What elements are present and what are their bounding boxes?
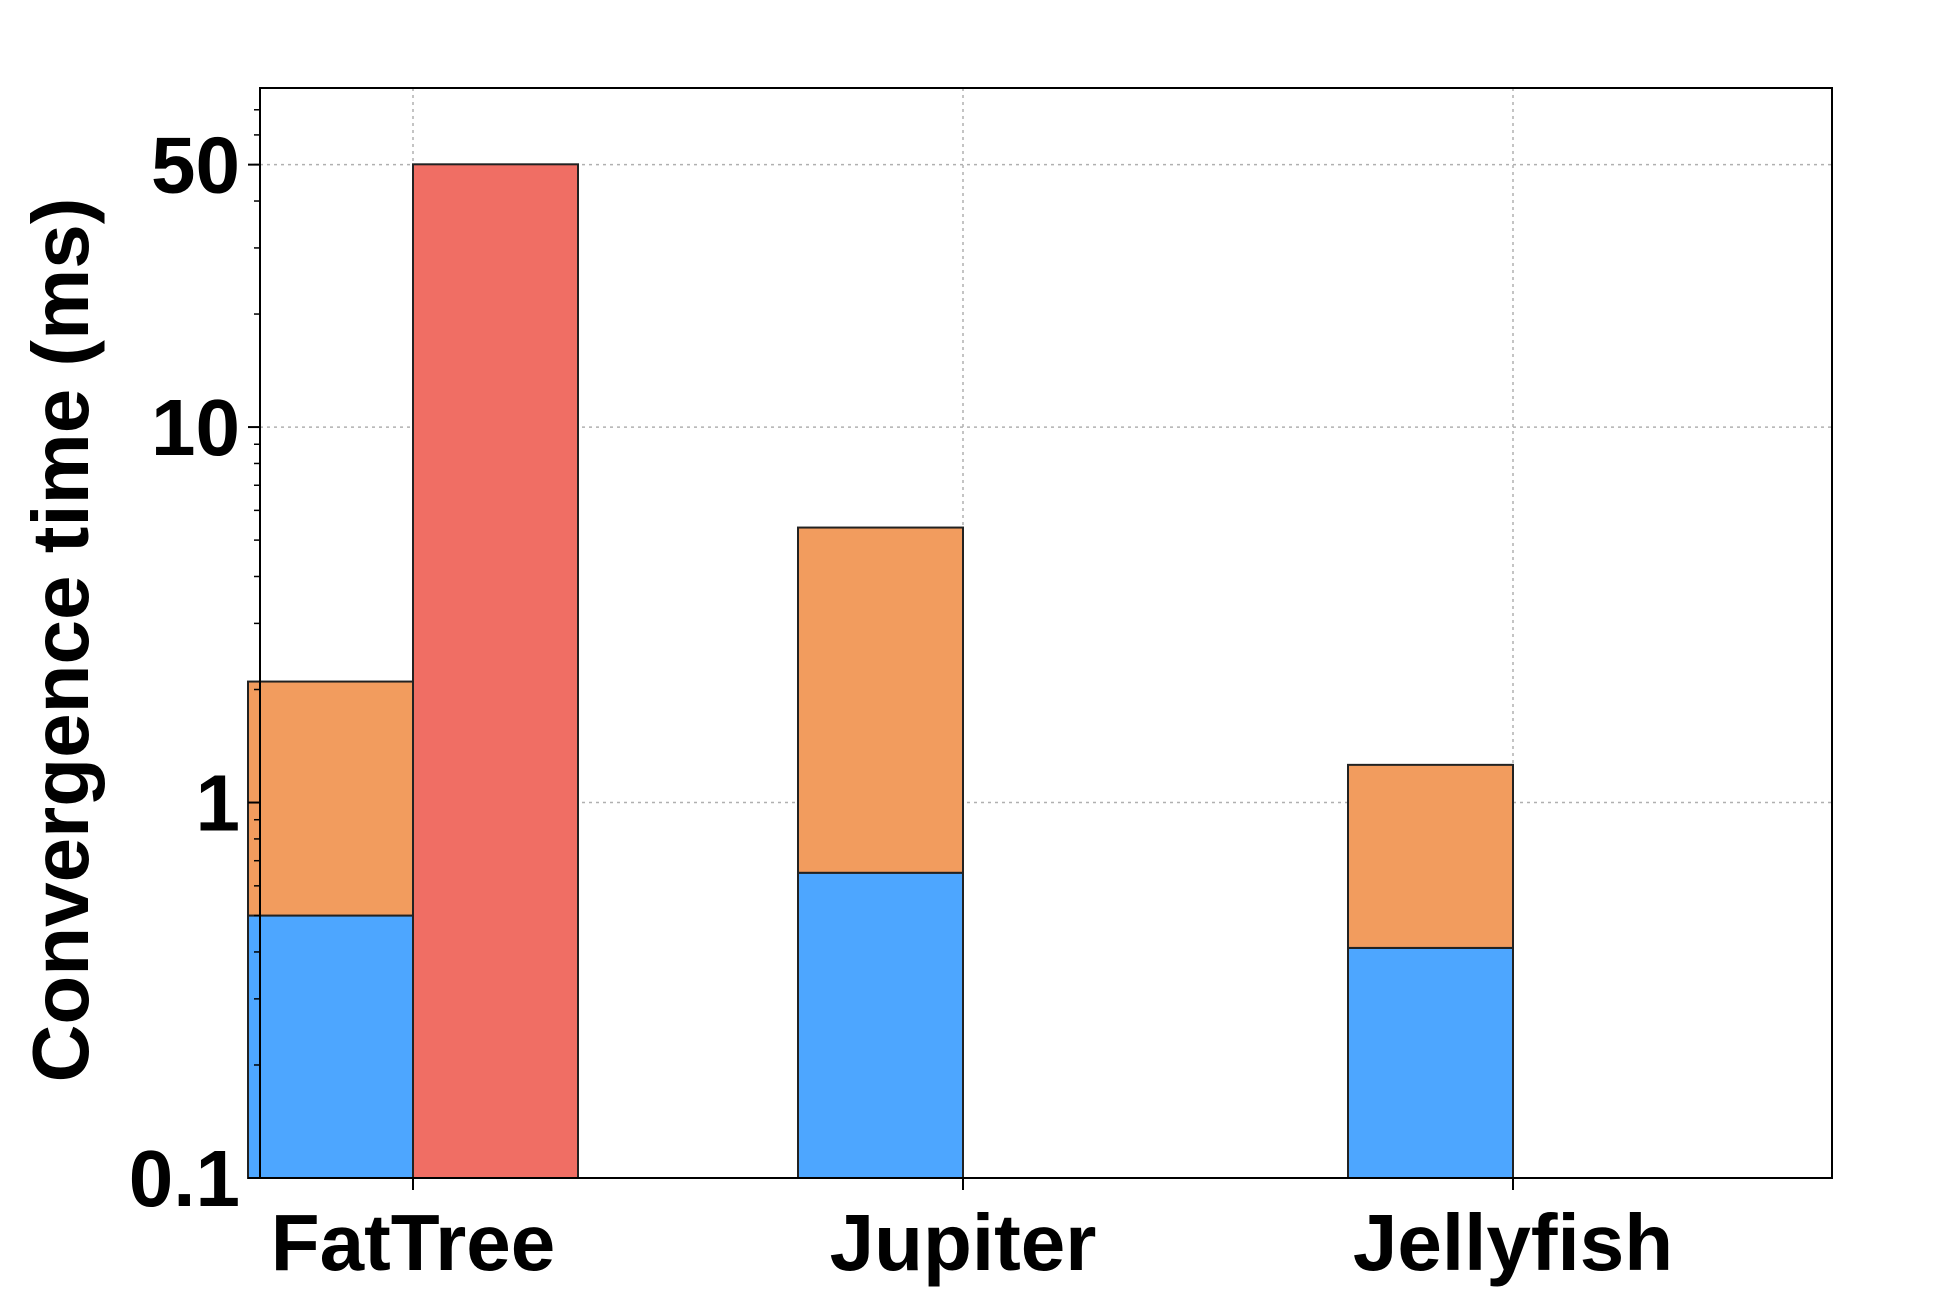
bar-segment bbox=[412, 163, 579, 1180]
y-tick-label: 10 bbox=[151, 383, 240, 472]
y-axis-title: Convergence time (ms) bbox=[16, 198, 105, 1083]
x-tick-label: FatTree bbox=[271, 1198, 556, 1287]
y-tick-label: 1 bbox=[196, 759, 241, 848]
y-tick-label: 0.1 bbox=[129, 1134, 240, 1223]
bar-segment bbox=[247, 914, 414, 1179]
bar-segment bbox=[797, 871, 964, 1179]
bar-segment bbox=[797, 526, 964, 874]
plot-frame bbox=[259, 87, 1833, 1179]
axes-layer bbox=[248, 87, 1833, 1190]
bar-segment bbox=[1347, 763, 1514, 949]
bar-segment bbox=[1347, 946, 1514, 1179]
x-tick-label: Jupiter bbox=[830, 1198, 1097, 1287]
bar-segment bbox=[247, 680, 414, 917]
labels-layer: 0.1 1 10 50 FatTree Jupiter Jellyfish bbox=[129, 121, 1673, 1287]
x-tick-label: Jellyfish bbox=[1353, 1198, 1673, 1287]
bars-layer bbox=[247, 163, 1514, 1180]
y-tick-label: 50 bbox=[151, 121, 240, 210]
